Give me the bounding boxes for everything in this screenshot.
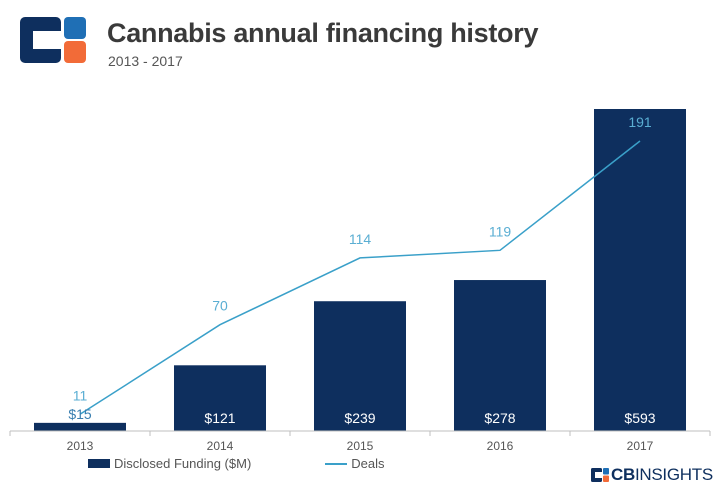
legend: Disclosed Funding ($M) Deals (88, 456, 459, 471)
x-tick-label: 2017 (627, 439, 654, 453)
legend-item-funding: Disclosed Funding ($M) (88, 456, 251, 471)
chart-subtitle: 2013 - 2017 (108, 53, 183, 69)
x-tick-label: 2015 (347, 439, 374, 453)
funding-value-label: $593 (624, 410, 655, 426)
legend-label-funding: Disclosed Funding ($M) (114, 456, 252, 471)
funding-value-label: $278 (484, 410, 515, 426)
funding-bar (34, 422, 126, 431)
deals-line (79, 140, 641, 415)
deals-value-label: 11 (73, 387, 88, 403)
brand-wordmark: CB INSIGHTS (591, 465, 713, 485)
x-tick-label: 2014 (207, 439, 234, 453)
funding-bar (454, 280, 546, 431)
deals-value-label: 191 (628, 114, 652, 130)
legend-swatch-funding (88, 459, 110, 468)
cb-insights-logo-icon (20, 17, 86, 63)
legend-swatch-deals (325, 462, 348, 465)
funding-bar (174, 365, 266, 431)
funding-value-label: $239 (344, 410, 375, 426)
funding-value-label: $121 (204, 410, 235, 426)
legend-item-deals: Deals (325, 456, 385, 471)
brand-cb: CB (611, 465, 635, 484)
legend-label-deals: Deals (351, 456, 385, 471)
funding-value-label: $15 (68, 406, 92, 422)
deals-value-label: 70 (212, 298, 228, 314)
x-tick-label: 2016 (487, 439, 514, 453)
brand-insights: INSIGHTS (634, 465, 713, 484)
funding-bar (314, 301, 406, 431)
brand-mark-icon (591, 468, 609, 482)
deals-value-label: 114 (349, 231, 372, 247)
x-tick-label: 2013 (67, 439, 94, 453)
funding-bar (594, 109, 686, 431)
deals-value-label: 119 (489, 223, 512, 239)
chart-title: Cannabis annual financing history (107, 18, 539, 48)
